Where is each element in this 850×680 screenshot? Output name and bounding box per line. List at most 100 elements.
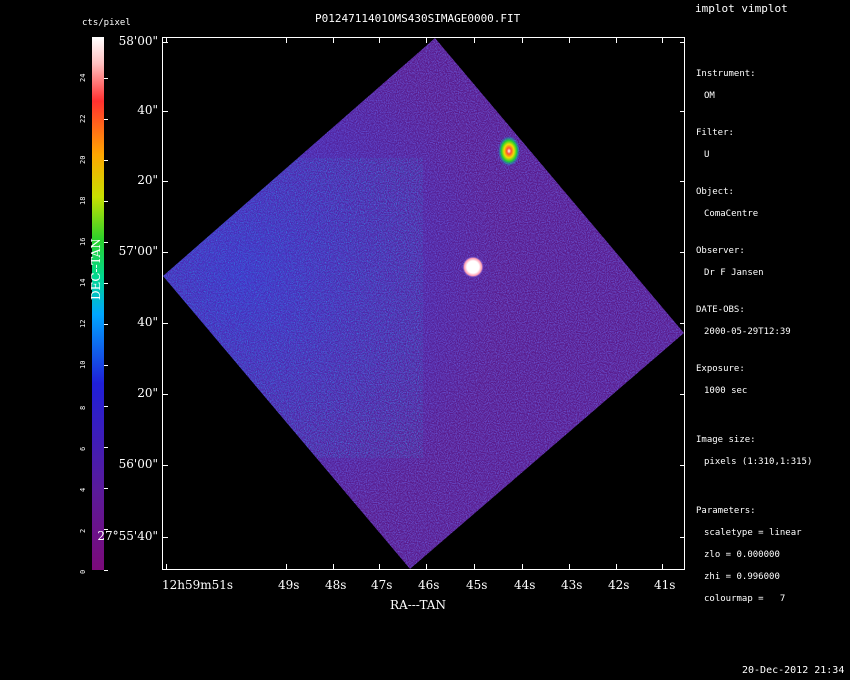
imagesize-label: Image size: xyxy=(696,435,756,445)
image-title: P0124711401OMS430SIMAGE0000.FIT xyxy=(315,12,521,25)
colorbar-tick-mark xyxy=(104,119,108,120)
x-tick-mark xyxy=(569,38,570,43)
y-tick-mark xyxy=(163,252,168,253)
bright-star-source xyxy=(462,256,484,278)
params-label: Parameters: xyxy=(696,506,756,516)
y-tick-mark xyxy=(680,111,685,112)
y-tick-label: 20" xyxy=(137,173,158,187)
y-tick-label: 40" xyxy=(137,103,158,117)
x-tick-mark xyxy=(569,564,570,569)
x-tick-label: 12h59m51s xyxy=(162,578,234,592)
x-tick-mark xyxy=(379,38,380,43)
colorbar xyxy=(92,37,104,570)
colorbar-tick-mark xyxy=(104,570,108,571)
y-tick-mark xyxy=(680,252,685,253)
colorbar-tick-mark xyxy=(104,242,108,243)
app-menu-title[interactable]: implot vimplot xyxy=(695,2,788,15)
x-tick-label: 48s xyxy=(325,578,347,592)
param-zlo: zlo = 0.000000 xyxy=(704,550,780,560)
x-tick-mark xyxy=(662,564,663,569)
y-tick-mark xyxy=(680,394,685,395)
x-tick-mark xyxy=(286,38,287,43)
y-tick-label: 57'00" xyxy=(118,244,158,258)
y-tick-mark xyxy=(163,323,168,324)
colorbar-tick-label: 2 xyxy=(79,528,87,533)
y-tick-label: 56'00" xyxy=(118,457,158,471)
colorbar-tick-label: 0 xyxy=(79,569,87,574)
y-tick-label: 20" xyxy=(137,386,158,400)
x-axis-label: RA---TAN xyxy=(390,598,446,612)
y-tick-mark xyxy=(680,537,685,538)
colorbar-tick-label: 6 xyxy=(79,446,87,451)
instrument-label: Instrument: xyxy=(696,69,756,79)
instrument-value: OM xyxy=(704,91,715,101)
y-tick-label: 27°55'40" xyxy=(97,529,158,543)
filter-value: U xyxy=(704,150,710,160)
x-tick-mark xyxy=(426,38,427,43)
y-tick-mark xyxy=(163,394,168,395)
colorbar-tick-label: 8 xyxy=(79,405,87,410)
object-value: ComaCentre xyxy=(704,209,759,219)
observer-value: Dr F Jansen xyxy=(704,268,764,278)
dateobs-label: DATE-OBS: xyxy=(696,305,745,315)
x-tick-mark xyxy=(379,564,380,569)
x-tick-mark xyxy=(286,564,287,569)
image-plot[interactable] xyxy=(163,38,684,569)
colorbar-label: cts/pixel xyxy=(82,18,131,28)
x-tick-label: 46s xyxy=(418,578,440,592)
colorbar-tick-mark xyxy=(104,406,108,407)
x-tick-label: 42s xyxy=(608,578,630,592)
y-tick-mark xyxy=(163,181,168,182)
y-tick-mark xyxy=(163,111,168,112)
y-tick-mark xyxy=(163,537,168,538)
x-tick-mark xyxy=(333,38,334,43)
exposure-value: 1000 sec xyxy=(704,386,748,396)
colorbar-tick-label: 20 xyxy=(79,155,87,164)
x-tick-mark xyxy=(474,564,475,569)
x-tick-mark xyxy=(662,38,663,43)
x-tick-mark xyxy=(166,38,167,43)
galaxy-source xyxy=(498,136,520,166)
colorbar-tick-label: 16 xyxy=(79,237,87,246)
x-tick-mark xyxy=(522,38,523,43)
imagesize-value: pixels (1:310,1:315) xyxy=(704,457,813,467)
y-tick-mark xyxy=(680,42,685,43)
image-svg xyxy=(163,38,684,569)
timestamp: 20-Dec-2012 21:34 xyxy=(742,665,845,676)
y-tick-mark xyxy=(163,465,168,466)
colorbar-tick-label: 12 xyxy=(79,319,87,328)
colorbar-tick-label: 4 xyxy=(79,487,87,492)
x-tick-mark xyxy=(333,564,334,569)
x-tick-mark xyxy=(474,38,475,43)
x-tick-label: 47s xyxy=(371,578,393,592)
x-tick-mark xyxy=(522,564,523,569)
y-tick-mark xyxy=(680,181,685,182)
x-tick-label: 44s xyxy=(514,578,536,592)
x-tick-label: 45s xyxy=(466,578,488,592)
x-tick-mark xyxy=(166,564,167,569)
y-tick-label: 40" xyxy=(137,315,158,329)
dateobs-value: 2000-05-29T12:39 xyxy=(704,327,791,337)
x-tick-label: 41s xyxy=(654,578,676,592)
image-diamond xyxy=(163,38,684,569)
colorbar-tick-mark xyxy=(104,160,108,161)
param-colourmap: colourmap = 7 xyxy=(704,594,786,604)
colorbar-tick-label: 10 xyxy=(79,360,87,369)
colorbar-tick-mark xyxy=(104,78,108,79)
header-panel: Instrument: OM Filter: U Object: ComaCen… xyxy=(696,58,812,616)
x-tick-label: 49s xyxy=(278,578,300,592)
colorbar-tick-mark xyxy=(104,529,108,530)
param-scaletype: scaletype = linear xyxy=(704,528,802,538)
colorbar-tick-mark xyxy=(104,283,108,284)
observer-label: Observer: xyxy=(696,246,745,256)
colorbar-tick-label: 22 xyxy=(79,114,87,123)
x-tick-label: 43s xyxy=(561,578,583,592)
colorbar-tick-label: 24 xyxy=(79,73,87,82)
colorbar-tick-mark xyxy=(104,324,108,325)
x-tick-mark xyxy=(616,564,617,569)
colorbar-tick-mark xyxy=(104,365,108,366)
x-tick-mark xyxy=(426,564,427,569)
plot-frame xyxy=(162,37,685,570)
param-zhi: zhi = 0.996000 xyxy=(704,572,780,582)
filter-label: Filter: xyxy=(696,128,734,138)
